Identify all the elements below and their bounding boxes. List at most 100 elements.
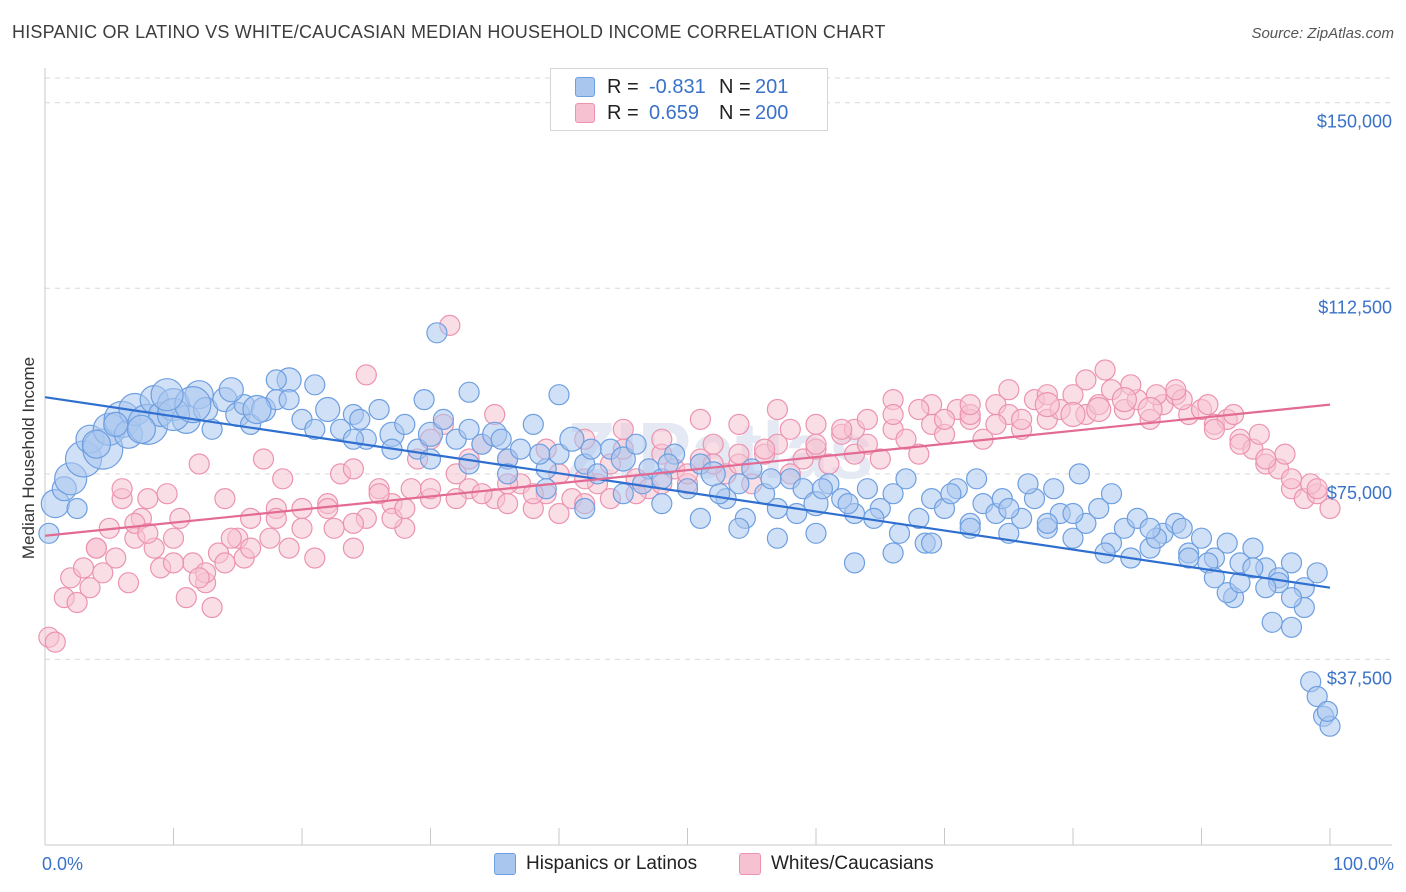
- point-125: [111, 478, 133, 500]
- point-145: [965, 468, 988, 490]
- point-152: [1248, 423, 1270, 445]
- r-label: R =: [607, 101, 639, 124]
- point-128: [349, 408, 371, 430]
- point-88: [1088, 497, 1110, 520]
- point-118: [400, 478, 422, 500]
- point-156: [1242, 557, 1264, 579]
- point-161: [1010, 408, 1033, 430]
- y-tick-label-3: $150,000: [1317, 112, 1392, 132]
- point-98: [1216, 532, 1238, 554]
- point-185: [394, 497, 416, 520]
- point-8: [92, 562, 114, 584]
- point-116: [458, 381, 480, 403]
- point-144: [940, 483, 962, 505]
- y-tick-label-1: $75,000: [1327, 483, 1392, 503]
- point-185: [1255, 577, 1277, 599]
- point-166: [766, 527, 789, 549]
- point-82: [908, 443, 930, 465]
- point-184: [419, 478, 442, 500]
- point-132: [580, 438, 602, 460]
- point-158: [1086, 396, 1112, 423]
- point-179: [1062, 502, 1084, 525]
- point-123: [156, 483, 178, 505]
- point-186: [368, 483, 390, 505]
- point-58: [700, 461, 726, 487]
- point-138: [805, 413, 827, 435]
- point-177: [342, 428, 364, 450]
- y-tick-labels: $37,500 $75,000 $112,500 $150,000: [1317, 112, 1392, 689]
- point-86: [1062, 527, 1084, 549]
- point-115: [548, 384, 570, 406]
- point-196: [85, 537, 108, 559]
- point-74: [908, 507, 930, 530]
- point-33: [278, 537, 300, 559]
- point-24: [201, 596, 223, 619]
- point-183: [445, 488, 467, 510]
- point-123: [126, 414, 156, 444]
- point-44: [522, 413, 544, 435]
- point-124: [103, 411, 129, 437]
- point-1: [44, 631, 66, 653]
- point-182: [1178, 547, 1200, 569]
- legend-swatch-pink: [739, 853, 761, 875]
- point-163: [882, 542, 904, 564]
- point-35: [304, 547, 326, 569]
- point-165: [908, 398, 930, 421]
- point-126: [342, 458, 364, 480]
- point-6: [79, 577, 101, 599]
- r-value: -0.831: [649, 75, 706, 98]
- chart-title: HISPANIC OR LATINO VS WHITE/CAUCASIAN ME…: [12, 22, 886, 42]
- point-110: [1306, 685, 1328, 708]
- point-200: [1280, 468, 1303, 490]
- point-119: [323, 517, 345, 539]
- point-140: [837, 493, 859, 515]
- point-117: [484, 403, 506, 426]
- point-139: [811, 478, 834, 500]
- point-148: [1043, 478, 1065, 500]
- point-145: [1075, 369, 1097, 391]
- point-19: [169, 507, 191, 530]
- point-192: [214, 552, 236, 574]
- point-166: [882, 403, 904, 426]
- point-56: [676, 478, 699, 500]
- point-178: [304, 418, 326, 440]
- y-tick-label-0: $37,500: [1327, 668, 1392, 688]
- y-axis-label: Median Household Income: [19, 357, 38, 559]
- point-129: [413, 389, 435, 411]
- point-72: [882, 483, 904, 505]
- point-168: [689, 507, 712, 530]
- point-22: [188, 453, 210, 475]
- point-167: [856, 408, 879, 430]
- point-31: [259, 527, 281, 549]
- point-135: [708, 483, 731, 505]
- point-197: [1203, 418, 1226, 440]
- axes: [44, 68, 1392, 846]
- point-198: [1229, 433, 1251, 455]
- point-170: [612, 483, 634, 505]
- point-127: [242, 394, 272, 425]
- point-173: [497, 463, 519, 485]
- point-47: [559, 426, 585, 452]
- r-label: R =: [607, 75, 639, 98]
- point-125: [81, 429, 112, 459]
- legend-item-whites: Whites/Caucasians: [739, 852, 934, 876]
- point-120: [272, 468, 294, 490]
- point-182: [471, 483, 493, 505]
- point-130: [490, 428, 512, 450]
- point-163: [959, 394, 981, 416]
- point-103: [1280, 552, 1303, 574]
- n-value: 200: [755, 101, 789, 124]
- point-184: [1229, 572, 1251, 594]
- point-5: [72, 557, 95, 579]
- point-162: [920, 532, 943, 554]
- point-26: [214, 488, 236, 510]
- point-131: [529, 443, 551, 465]
- point-51: [610, 446, 636, 472]
- legend-label: Whites/Caucasians: [771, 853, 934, 874]
- x-tick-labels: 0.0% 100.0%: [42, 854, 1394, 874]
- point-126: [218, 377, 244, 403]
- point-30: [252, 448, 275, 470]
- point-174: [458, 453, 480, 475]
- point-183: [1203, 567, 1226, 589]
